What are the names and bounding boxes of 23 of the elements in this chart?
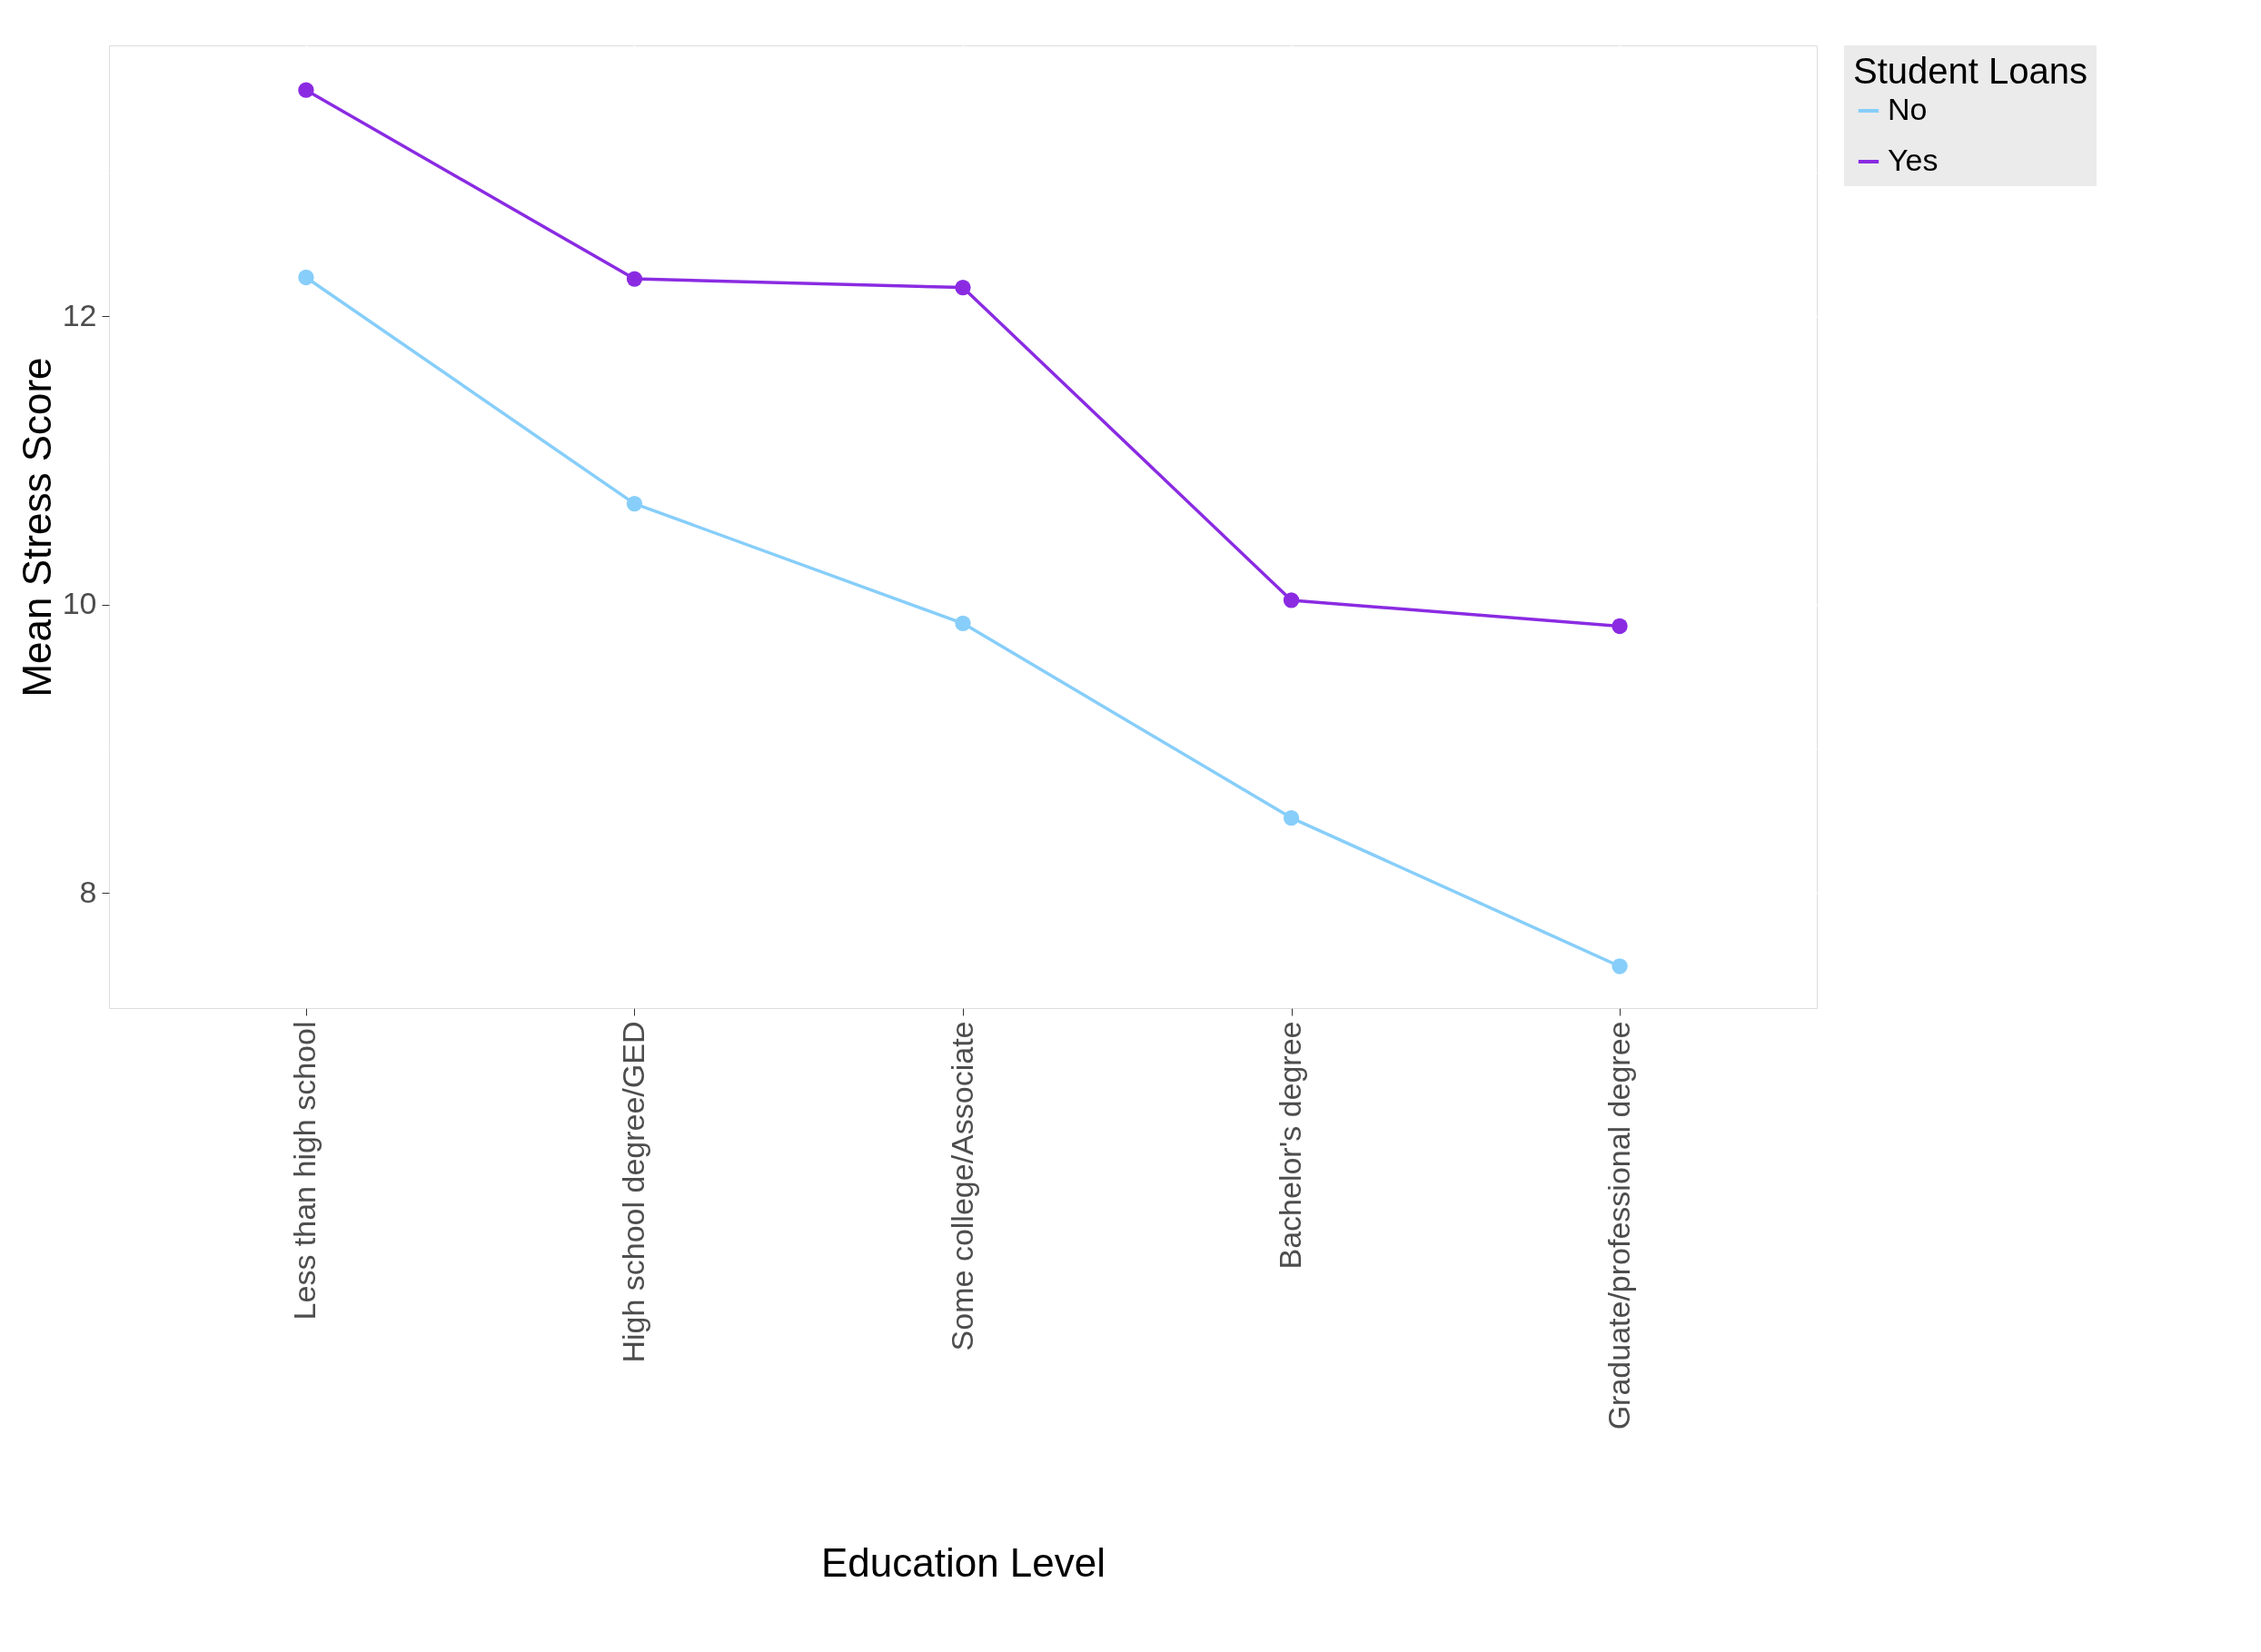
x-tick-label: Graduate/professional degree xyxy=(1601,1021,1636,1430)
point xyxy=(1283,809,1300,826)
x-tick-label: Bachelor's degree xyxy=(1273,1021,1308,1270)
y-axis-title: Mean Stress Score xyxy=(14,357,59,697)
legend-label: Yes xyxy=(1888,143,1939,177)
y-tick-label: 8 xyxy=(79,874,97,909)
legend-label: No xyxy=(1888,92,1928,126)
point xyxy=(1611,958,1628,974)
point xyxy=(955,615,971,631)
point xyxy=(626,495,643,512)
point xyxy=(626,271,643,287)
point xyxy=(955,279,971,296)
point xyxy=(298,269,314,286)
x-tick-label: Some college/Associate xyxy=(944,1021,979,1351)
point xyxy=(1611,618,1628,635)
x-tick-label: Less than high school xyxy=(287,1021,322,1321)
x-axis-title: Education Level xyxy=(820,1539,1106,1585)
legend-title: Student Loans xyxy=(1853,51,2087,91)
point xyxy=(298,82,314,98)
point xyxy=(1283,592,1300,608)
y-tick-label: 12 xyxy=(62,297,97,332)
y-tick-label: 10 xyxy=(62,586,97,621)
x-tick-label: High school degree/GED xyxy=(615,1021,650,1363)
